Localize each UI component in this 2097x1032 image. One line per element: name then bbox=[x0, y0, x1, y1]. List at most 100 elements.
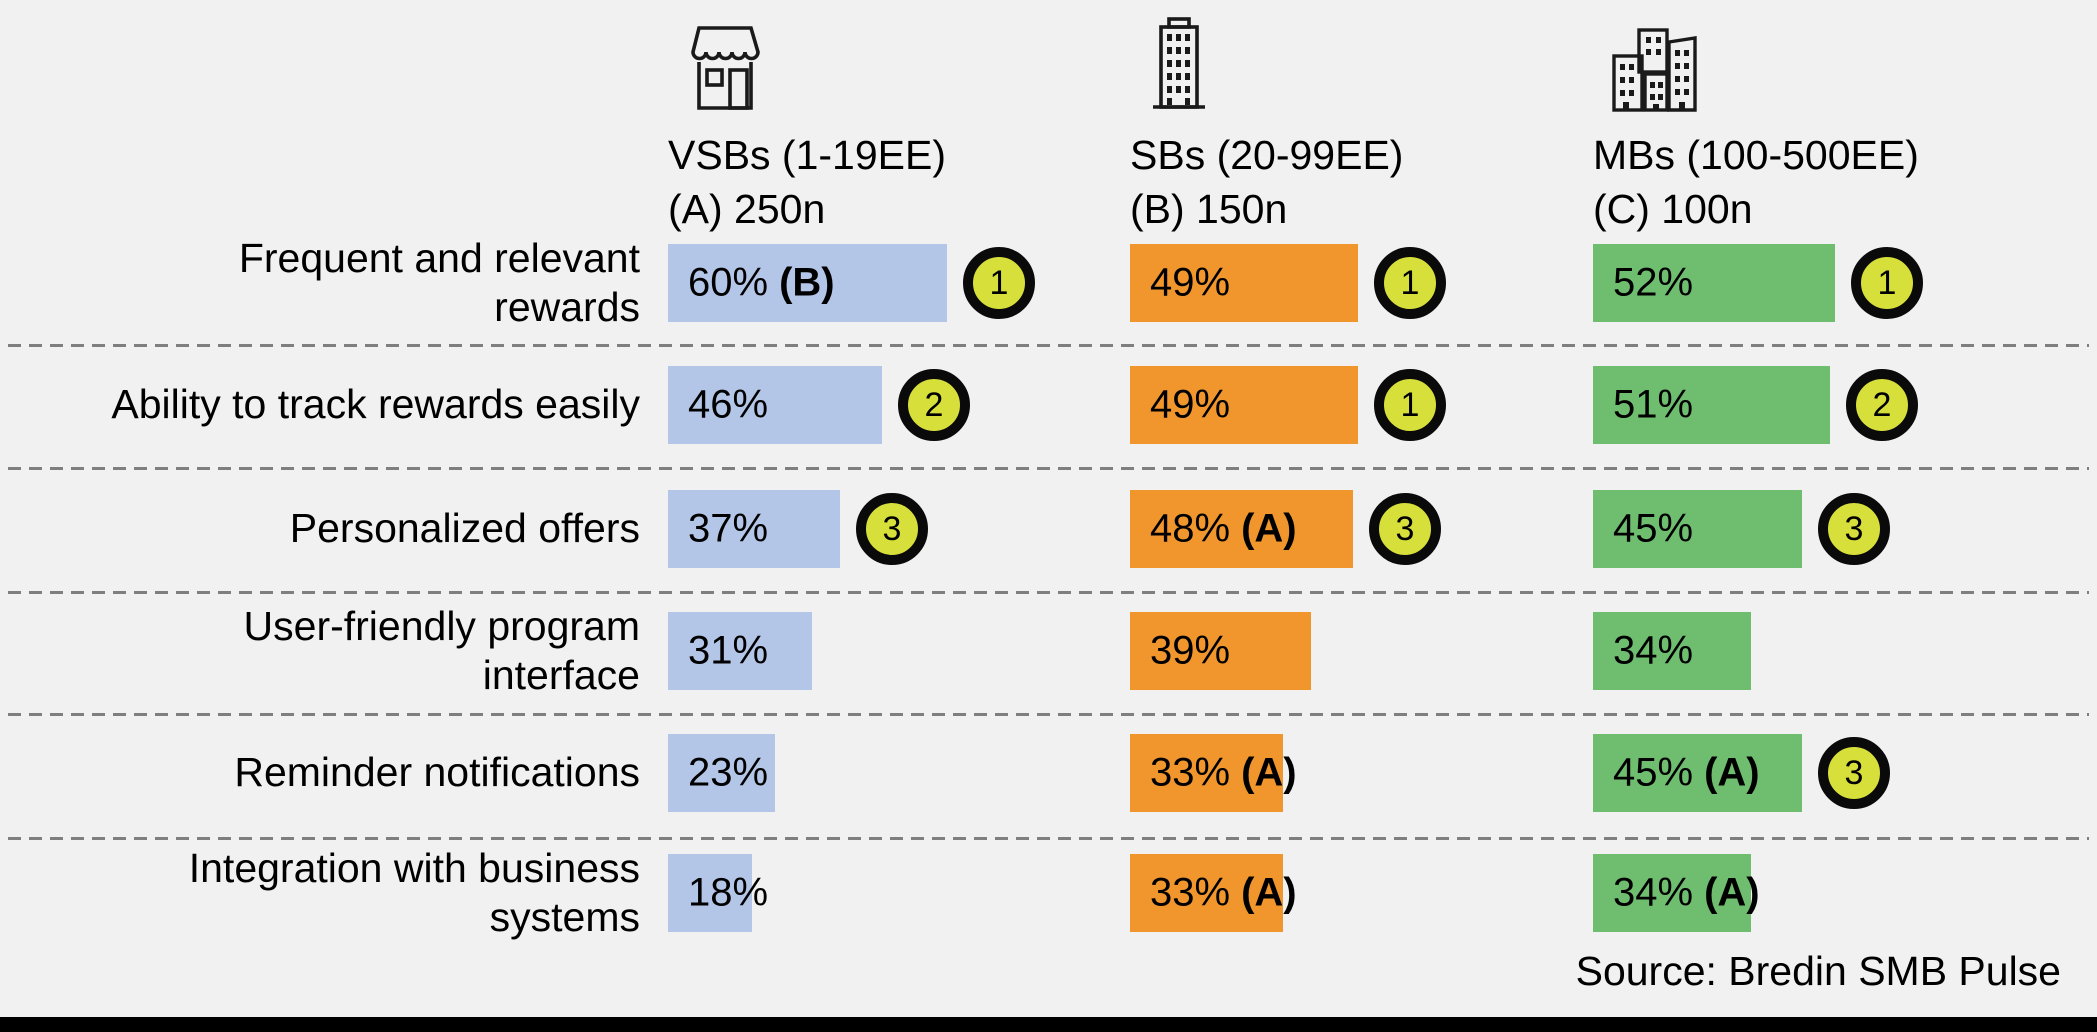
bar-cell-sb: 39% bbox=[1130, 612, 1590, 690]
category-label: User-friendly program interface bbox=[243, 602, 640, 698]
row-separator bbox=[8, 467, 2089, 470]
significance-letter: (B) bbox=[779, 260, 835, 305]
bar-value-label: 52% bbox=[1613, 261, 1693, 306]
bar-value-label: 39% bbox=[1150, 629, 1230, 674]
bar-percent: 49% bbox=[1150, 382, 1231, 427]
bar-value-label: 45% (A) bbox=[1613, 751, 1760, 796]
bar-mb bbox=[1593, 612, 1751, 690]
bar-sb bbox=[1130, 734, 1283, 812]
bar-cell-vsb: 46% 2 bbox=[668, 366, 1128, 444]
bar-percent: 45% bbox=[1613, 750, 1694, 795]
bar-mb bbox=[1593, 490, 1802, 568]
bar-cell-sb: 49% 1 bbox=[1130, 244, 1590, 322]
bar-percent: 45% bbox=[1613, 506, 1694, 551]
bar-cell-sb: 48% (A) 3 bbox=[1130, 490, 1590, 568]
bar-sb bbox=[1130, 854, 1283, 932]
column-title-line1: SBs (20-99EE) bbox=[1130, 132, 1404, 178]
rank-number: 3 bbox=[1844, 754, 1864, 792]
column-title-line2: (B) 150n bbox=[1130, 186, 1288, 233]
bar-percent: 34% bbox=[1613, 870, 1694, 915]
rank-badge: 3 bbox=[1818, 737, 1890, 809]
source-note: Source: Bredin SMB Pulse bbox=[1575, 948, 2061, 994]
bar-cell-sb: 49% 1 bbox=[1130, 366, 1590, 444]
bar-value-label: 18% bbox=[688, 871, 768, 916]
bar-value-label: 48% (A) bbox=[1150, 507, 1297, 552]
column-header-mb: MBs (100-500EE) (C) 100n bbox=[1593, 14, 2053, 236]
chart-row: Ability to track rewards easily 46% 2 49% 1 5… bbox=[0, 366, 2097, 444]
bar-cell-vsb: 60% (B) 1 bbox=[668, 244, 1128, 322]
bar-percent: 34% bbox=[1613, 628, 1694, 673]
rank-number: 1 bbox=[1400, 386, 1420, 424]
rank-badge: 2 bbox=[898, 369, 970, 441]
rank-badge: 1 bbox=[1851, 247, 1923, 319]
chart-row: Personalized offers 37% 3 48% (A) 3 45% 3 bbox=[0, 490, 2097, 568]
bar-mb bbox=[1593, 366, 1830, 444]
bar-cell-mb: 45% (A) 3 bbox=[1593, 734, 2053, 812]
category-label: Personalized offers bbox=[289, 505, 640, 552]
rank-number: 2 bbox=[1872, 386, 1892, 424]
bar-vsb bbox=[668, 612, 812, 690]
bar-vsb bbox=[668, 244, 947, 322]
rank-number: 3 bbox=[882, 510, 902, 548]
bar-percent: 60% bbox=[688, 260, 769, 305]
significance-letter: (A) bbox=[1704, 750, 1760, 795]
bar-cell-sb: 33% (A) bbox=[1130, 854, 1590, 932]
chart-row: Reminder notifications 23% 33% (A) 45% (A) 3 bbox=[0, 734, 2097, 812]
bar-cell-mb: 51% 2 bbox=[1593, 366, 2053, 444]
column-title-line2: (A) 250n bbox=[668, 186, 826, 233]
storefront-icon bbox=[684, 14, 1128, 114]
bar-value-label: 33% (A) bbox=[1150, 751, 1297, 796]
column-title-line2: (C) 100n bbox=[1593, 186, 1753, 233]
bar-value-label: 31% bbox=[688, 629, 768, 674]
bar-cell-mb: 45% 3 bbox=[1593, 490, 2053, 568]
bar-value-label: 49% bbox=[1150, 383, 1230, 428]
office-building-icon bbox=[1146, 14, 1590, 114]
bar-vsb bbox=[668, 366, 882, 444]
bar-sb bbox=[1130, 244, 1358, 322]
significance-letter: (A) bbox=[1241, 870, 1297, 915]
bar-cell-vsb: 18% bbox=[668, 854, 1128, 932]
bar-sb bbox=[1130, 366, 1358, 444]
chart-row: Frequent and relevant rewards 60% (B) 1 49% 1… bbox=[0, 235, 2097, 330]
row-separator bbox=[8, 591, 2089, 594]
bar-percent: 18% bbox=[688, 870, 769, 915]
bar-vsb bbox=[668, 734, 775, 812]
bar-value-label: 34% bbox=[1613, 629, 1693, 674]
row-separator bbox=[8, 713, 2089, 716]
rank-badge: 3 bbox=[856, 493, 928, 565]
rank-number: 1 bbox=[989, 264, 1009, 302]
rank-badge: 1 bbox=[1374, 369, 1446, 441]
bar-vsb bbox=[668, 490, 840, 568]
bar-cell-vsb: 23% bbox=[668, 734, 1128, 812]
bar-percent: 49% bbox=[1150, 260, 1231, 305]
bar-percent: 37% bbox=[688, 506, 769, 551]
bar-value-label: 60% (B) bbox=[688, 261, 835, 306]
bar-cell-mb: 52% 1 bbox=[1593, 244, 2053, 322]
column-header-vsb: VSBs (1-19EE) (A) 250n bbox=[668, 14, 1128, 236]
bar-percent: 33% bbox=[1150, 870, 1231, 915]
bar-cell-mb: 34% (A) bbox=[1593, 854, 2053, 932]
bar-cell-vsb: 31% bbox=[668, 612, 1128, 690]
category-label: Reminder notifications bbox=[234, 749, 640, 796]
column-title-line1: MBs (100-500EE) bbox=[1593, 132, 1919, 178]
rank-number: 1 bbox=[1400, 264, 1420, 302]
bar-sb bbox=[1130, 612, 1311, 690]
bar-mb bbox=[1593, 734, 1802, 812]
bar-percent: 33% bbox=[1150, 750, 1231, 795]
rank-badge: 2 bbox=[1846, 369, 1918, 441]
significance-letter: (A) bbox=[1704, 870, 1760, 915]
rank-badge: 1 bbox=[1374, 247, 1446, 319]
city-buildings-icon bbox=[1609, 14, 2053, 114]
bar-value-label: 49% bbox=[1150, 261, 1230, 306]
bar-mb bbox=[1593, 244, 1835, 322]
column-title-vsb: VSBs (1-19EE) (A) 250n bbox=[668, 128, 1128, 236]
rank-badge: 1 bbox=[963, 247, 1035, 319]
bar-percent: 23% bbox=[688, 750, 769, 795]
row-separator bbox=[8, 344, 2089, 347]
bar-cell-vsb: 37% 3 bbox=[668, 490, 1128, 568]
bar-percent: 39% bbox=[1150, 628, 1231, 673]
bar-value-label: 45% bbox=[1613, 507, 1693, 552]
column-title-mb: MBs (100-500EE) (C) 100n bbox=[1593, 128, 2053, 236]
rank-badge: 3 bbox=[1369, 493, 1441, 565]
column-header-sb: SBs (20-99EE) (B) 150n bbox=[1130, 14, 1590, 236]
